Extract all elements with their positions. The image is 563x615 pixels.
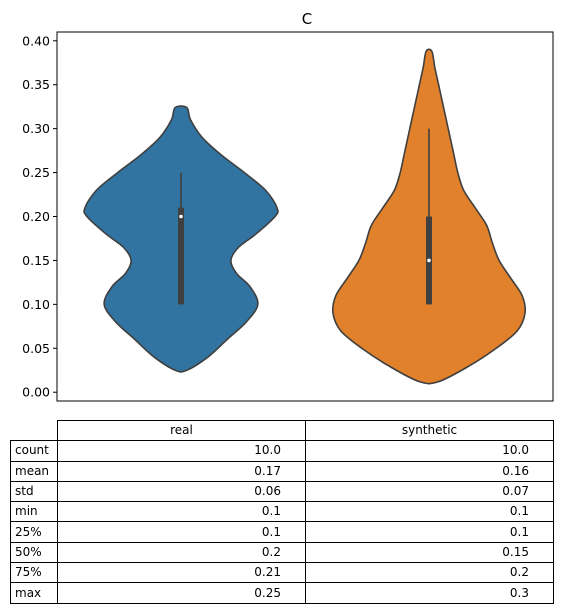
table-cell: 0.15 bbox=[305, 541, 554, 564]
median-dot-real bbox=[179, 214, 183, 219]
violins-group bbox=[83, 48, 527, 385]
y-tick-label: 0.25 bbox=[22, 165, 50, 180]
table-cell: 0.1 bbox=[305, 521, 554, 543]
row-label: min bbox=[10, 501, 58, 523]
y-tick-label: 0.00 bbox=[22, 385, 50, 400]
table-row: min 0.1 0.1 bbox=[10, 501, 554, 523]
y-tick-label: 0.10 bbox=[22, 297, 50, 312]
row-label: max bbox=[10, 582, 58, 604]
table-cell: 0.1 bbox=[305, 501, 554, 523]
table-row: max 0.25 0.3 bbox=[10, 582, 554, 604]
y-tick-label: 0.15 bbox=[22, 253, 50, 268]
table-cell: 10.0 bbox=[305, 440, 554, 462]
table-cell: 0.1 bbox=[57, 501, 306, 523]
table-cell: 0.3 bbox=[305, 582, 554, 604]
table-cell: 0.06 bbox=[57, 480, 306, 503]
table-cell: 0.21 bbox=[57, 562, 306, 584]
median-dot-synthetic bbox=[427, 258, 431, 263]
y-tick-label: 0.35 bbox=[22, 77, 50, 92]
y-tick-label: 0.05 bbox=[22, 341, 50, 356]
y-axis: 0.00 0.05 0.10 0.15 0.20 0.25 0.30 0.35 0.40 bbox=[22, 33, 57, 400]
table-cell: 0.2 bbox=[57, 541, 306, 564]
y-tick-label: 0.40 bbox=[22, 33, 50, 48]
table-cell: 0.17 bbox=[57, 460, 306, 482]
table-cell: 10.0 bbox=[57, 440, 306, 462]
plot-frame bbox=[56, 31, 554, 402]
table-corner bbox=[11, 421, 58, 441]
table-row: 25% 0.1 0.1 bbox=[10, 521, 554, 543]
table-cell: 0.1 bbox=[57, 521, 306, 543]
violin-chart: C 0.00 0.05 0.10 0.15 0.20 0.25 0.30 0.35 0.40 bbox=[22, 10, 554, 402]
summary-table: real synthetic count 10.0 10.0 mean 0.17 0.16… bbox=[10, 419, 554, 604]
y-tick-label: 0.20 bbox=[22, 209, 50, 224]
row-label: 75% bbox=[10, 562, 58, 584]
table-cell: 0.16 bbox=[305, 460, 554, 482]
table-row: 75% 0.21 0.2 bbox=[10, 562, 554, 584]
table-cell: 0.07 bbox=[305, 480, 554, 503]
table-cell: 0.25 bbox=[57, 582, 306, 604]
y-tick-label: 0.30 bbox=[22, 121, 50, 136]
table-header-row: real synthetic bbox=[11, 419, 554, 442]
table-cell: 0.2 bbox=[305, 562, 554, 584]
table-row: count 10.0 10.0 bbox=[10, 440, 554, 462]
row-label: 50% bbox=[10, 541, 58, 564]
iqr-box-real bbox=[178, 207, 184, 305]
row-label: 25% bbox=[10, 521, 58, 543]
row-label: std bbox=[10, 480, 58, 503]
column-header-real: real bbox=[57, 419, 306, 442]
row-label: count bbox=[10, 440, 58, 462]
table-row: mean 0.17 0.16 bbox=[10, 460, 554, 482]
table-row: 50% 0.2 0.15 bbox=[10, 541, 554, 564]
column-header-synthetic: synthetic bbox=[305, 419, 554, 442]
table-row: std 0.06 0.07 bbox=[10, 480, 554, 503]
row-label: mean bbox=[10, 460, 58, 482]
chart-title: C bbox=[302, 10, 312, 28]
table-body: count 10.0 10.0 mean 0.17 0.16 std 0.06 0.07 min 0… bbox=[10, 440, 554, 604]
